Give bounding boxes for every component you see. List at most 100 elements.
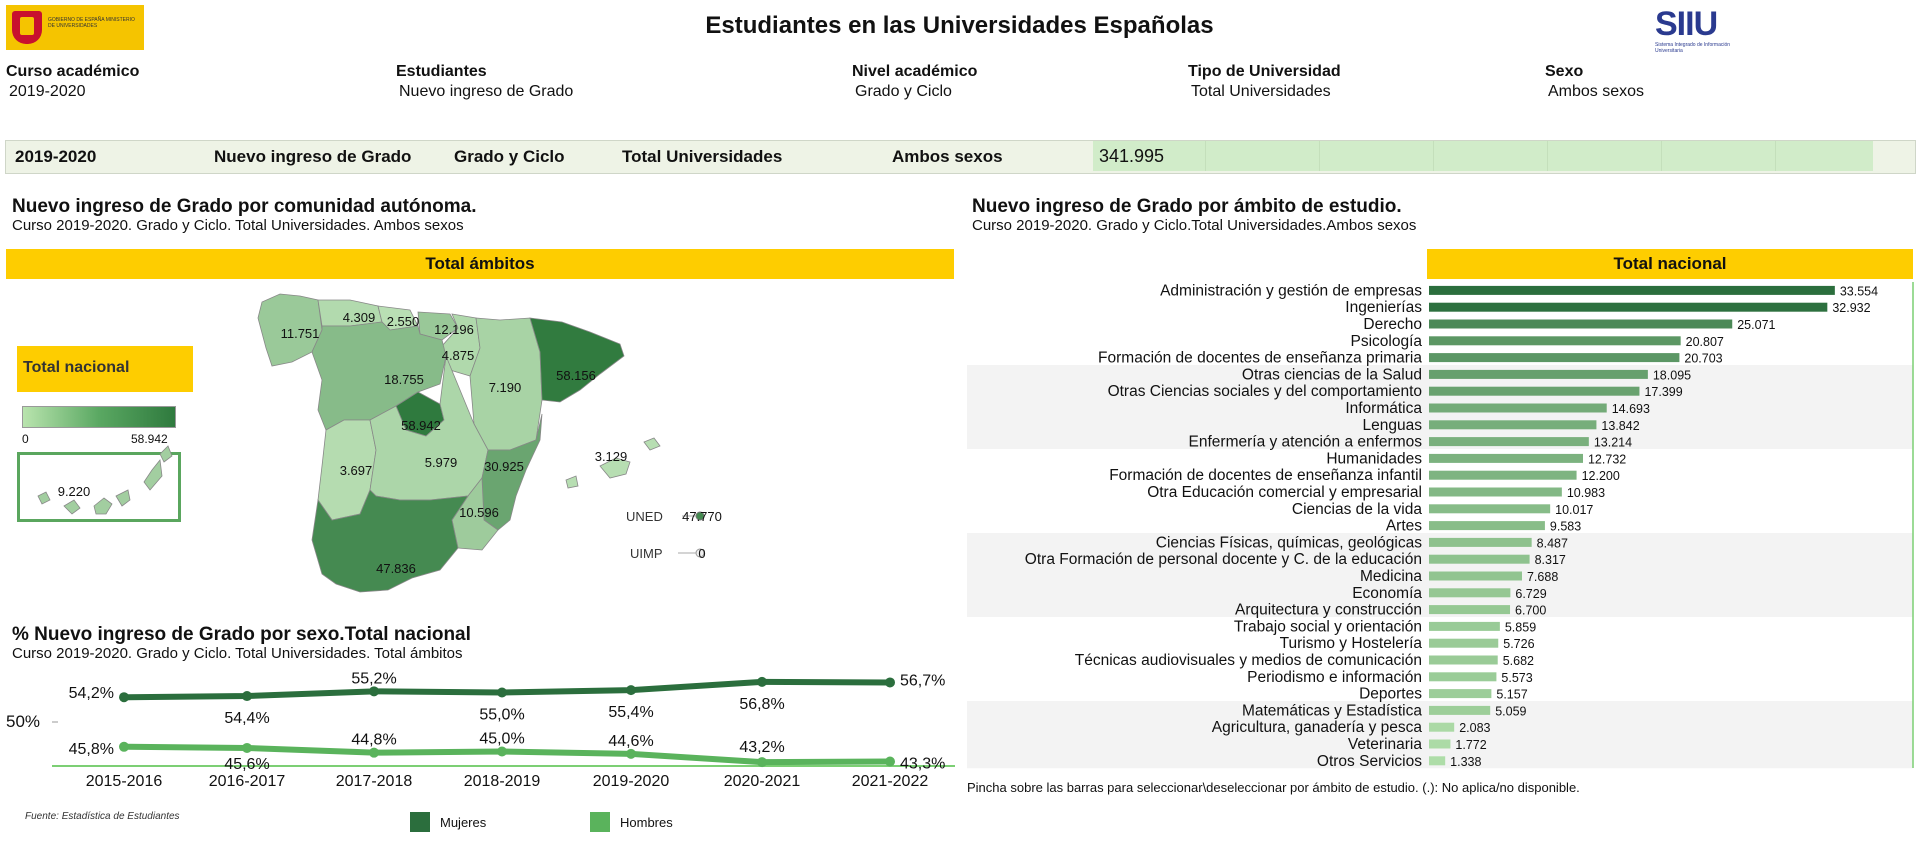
- filter-sexo-select[interactable]: Ambos sexos: [1548, 83, 1645, 100]
- filter-tipo-select[interactable]: Total Universidades: [1191, 83, 1331, 100]
- bar-value-label: 2.083: [1459, 721, 1490, 735]
- bar-category-label[interactable]: Ingenierías: [1345, 299, 1422, 316]
- bar-value-label: 7.688: [1527, 570, 1558, 584]
- filter-estudiantes-label: Estudiantes: [396, 63, 487, 80]
- bar-category-label[interactable]: Otras ciencias de la Salud: [1242, 366, 1422, 383]
- line-section-title: % Nuevo ingreso de Grado por sexo.Total …: [12, 624, 471, 645]
- summary-estudiantes: Nuevo ingreso de Grado: [214, 147, 412, 166]
- bar-category-label[interactable]: Formación de docentes de enseñanza prima…: [1098, 350, 1422, 367]
- bar-value-label: 14.693: [1612, 402, 1650, 416]
- bar-category-label[interactable]: Economía: [1352, 585, 1422, 602]
- bar-17[interactable]: [1429, 554, 1530, 564]
- bar-14[interactable]: [1429, 504, 1551, 514]
- bar-value-label: 6.729: [1515, 587, 1546, 601]
- bar-category-label[interactable]: Otra Educación comercial y empresarial: [1147, 484, 1422, 501]
- coat-of-arms-icon: [12, 11, 42, 44]
- bar-8[interactable]: [1429, 403, 1607, 413]
- bar-18[interactable]: [1429, 571, 1522, 581]
- bar-5[interactable]: [1429, 353, 1680, 363]
- filter-nivel-select[interactable]: Grado y Ciclo: [855, 83, 952, 100]
- bar-23[interactable]: [1429, 655, 1498, 665]
- bar-value-label: 25.071: [1737, 318, 1775, 332]
- bar-category-label[interactable]: Derecho: [1363, 316, 1422, 333]
- bar-1[interactable]: [1429, 285, 1835, 295]
- gobierno-logo-text: GOBIERNO DE ESPAÑA MINISTERIO DE UNIVERS…: [48, 17, 135, 29]
- legend-mujeres-label[interactable]: Mujeres: [440, 815, 487, 830]
- bar-29[interactable]: [1429, 756, 1446, 766]
- bar-category-label[interactable]: Otros Servicios: [1317, 753, 1422, 770]
- bar-category-label[interactable]: Agricultura, ganadería y pesca: [1212, 719, 1423, 736]
- bar-category-label[interactable]: Artes: [1386, 518, 1422, 535]
- bar-value-label: 17.399: [1644, 385, 1682, 399]
- uned-marker[interactable]: [695, 511, 705, 521]
- bar-category-label[interactable]: Enfermería y atención a enfermos: [1189, 434, 1423, 451]
- y-ref-label: 50%: [6, 712, 41, 731]
- region-andalucía[interactable]: [311, 489, 469, 593]
- summary-total-cell: 341.995: [1093, 141, 1873, 171]
- bar-category-label[interactable]: Periodismo e información: [1247, 669, 1422, 686]
- bar-category-label[interactable]: Ciencias de la vida: [1292, 501, 1422, 518]
- region-país-vasco[interactable]: [417, 311, 459, 341]
- bar-2[interactable]: [1429, 302, 1828, 312]
- bar-4[interactable]: [1429, 336, 1681, 346]
- bar-21[interactable]: [1429, 621, 1500, 631]
- bar-19[interactable]: [1429, 588, 1511, 598]
- bar-category-label[interactable]: Deportes: [1359, 686, 1422, 703]
- bar-28[interactable]: [1429, 739, 1451, 749]
- legend-mujeres-swatch[interactable]: [410, 812, 430, 832]
- bar-3[interactable]: [1429, 319, 1733, 329]
- bar-15[interactable]: [1429, 521, 1545, 531]
- bar-category-label[interactable]: Trabajo social y orientación: [1234, 618, 1422, 635]
- line-section-subtitle: Curso 2019-2020. Grado y Ciclo. Total Un…: [12, 645, 463, 662]
- bar-category-label[interactable]: Administración y gestión de empresas: [1160, 282, 1422, 299]
- bar-category-label[interactable]: Otras Ciencias sociales y del comportami…: [1108, 383, 1422, 400]
- map-section-title: Nuevo ingreso de Grado por comunidad aut…: [12, 196, 477, 217]
- bar-13[interactable]: [1429, 487, 1562, 497]
- bar-value-label: 1.338: [1450, 755, 1481, 769]
- legend-hombres-swatch[interactable]: [590, 812, 610, 832]
- legend-hombres-label[interactable]: Hombres: [620, 815, 673, 830]
- bar-7[interactable]: [1429, 386, 1640, 396]
- bar-12[interactable]: [1429, 470, 1577, 480]
- filter-estudiantes-select[interactable]: Nuevo ingreso de Grado: [399, 83, 574, 100]
- bar-10[interactable]: [1429, 437, 1589, 447]
- bar-category-label[interactable]: Turismo y Hostelería: [1280, 635, 1423, 652]
- region-canarias[interactable]: [37, 445, 173, 515]
- uimp-marker[interactable]: [695, 548, 705, 558]
- bar-9[interactable]: [1429, 420, 1597, 430]
- bar-value-label: 6.700: [1515, 604, 1546, 618]
- bar-category-label[interactable]: Técnicas audiovisuales y medios de comun…: [1075, 652, 1422, 669]
- bar-26[interactable]: [1429, 705, 1491, 715]
- bars-band-total-nacional: Total nacional: [1427, 249, 1913, 279]
- bar-value-label: 33.554: [1840, 284, 1878, 298]
- filter-curso-select[interactable]: 2019-2020: [9, 83, 86, 100]
- bar-category-label[interactable]: Arquitectura y construcción: [1235, 602, 1422, 619]
- bar-6[interactable]: [1429, 369, 1648, 379]
- region-cataluña[interactable]: [529, 317, 625, 403]
- bar-11[interactable]: [1429, 453, 1583, 463]
- bar-category-label[interactable]: Otra Formación de personal docente y C. …: [1025, 551, 1422, 568]
- bar-category-label[interactable]: Formación de docentes de enseñanza infan…: [1109, 467, 1422, 484]
- summary-curso: 2019-2020: [15, 147, 97, 166]
- bar-category-label[interactable]: Ciencias Físicas, químicas, geológicas: [1156, 534, 1422, 551]
- bar-16[interactable]: [1429, 537, 1532, 547]
- bar-value-label: 13.214: [1594, 436, 1632, 450]
- bar-27[interactable]: [1429, 722, 1455, 732]
- bar-22[interactable]: [1429, 638, 1499, 648]
- bar-category-label[interactable]: Veterinaria: [1348, 736, 1422, 753]
- bar-category-label[interactable]: Lenguas: [1363, 417, 1423, 434]
- bar-category-label[interactable]: Matemáticas y Estadística: [1242, 702, 1422, 719]
- bar-category-label[interactable]: Informática: [1345, 400, 1422, 417]
- summary-tipo: Total Universidades: [622, 147, 783, 166]
- bar-category-label[interactable]: Medicina: [1360, 568, 1422, 585]
- siiu-logo: SIIU Sistema Integrado de Información Un…: [1655, 6, 1735, 54]
- bar-20[interactable]: [1429, 605, 1511, 615]
- summary-sexo: Ambos sexos: [892, 147, 1003, 166]
- bar-value-label: 10.017: [1555, 503, 1593, 517]
- bar-category-label[interactable]: Psicología: [1350, 333, 1422, 350]
- region-illes-balears[interactable]: [565, 437, 661, 489]
- bar-24[interactable]: [1429, 672, 1497, 682]
- bar-category-label[interactable]: Humanidades: [1326, 450, 1422, 467]
- filter-tipo-label: Tipo de Universidad: [1188, 63, 1341, 80]
- bar-25[interactable]: [1429, 689, 1492, 699]
